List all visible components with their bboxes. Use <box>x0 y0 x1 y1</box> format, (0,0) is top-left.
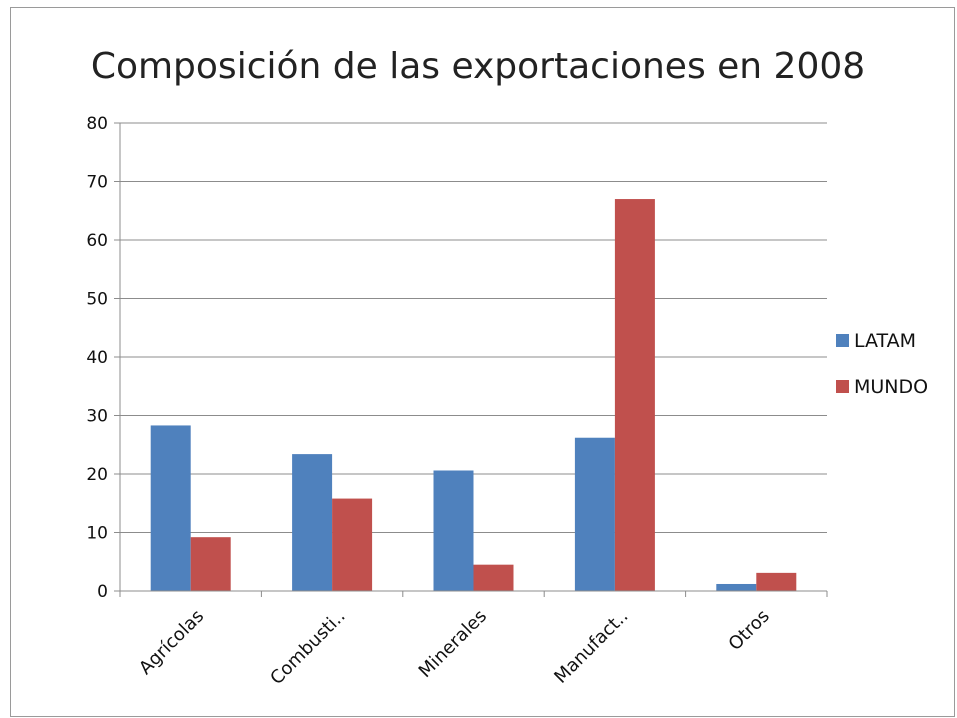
legend-swatch-mundo <box>836 380 849 393</box>
bar-latam <box>150 425 191 591</box>
x-category-label: Minerales <box>415 606 491 682</box>
x-category-label: Manufact.. <box>550 606 632 688</box>
y-tick-label: 0 <box>97 582 108 602</box>
bar-latam <box>292 454 333 591</box>
legend-swatch-latam <box>836 334 849 347</box>
y-tick-label: 50 <box>86 290 108 310</box>
x-category-label: Agrícolas <box>135 606 208 679</box>
bar-mundo <box>332 498 373 591</box>
y-tick-label: 60 <box>86 231 108 251</box>
gridlines <box>120 122 827 533</box>
bar-latam <box>433 470 474 591</box>
bar-mundo <box>756 572 797 591</box>
legend-label-latam: LATAM <box>854 330 916 352</box>
y-tick-label: 10 <box>86 524 108 544</box>
y-tick-label: 40 <box>86 348 108 368</box>
x-category-label: Combusti.. <box>266 606 349 689</box>
chart-frame <box>10 7 955 717</box>
legend: LATAM MUNDO <box>836 330 928 398</box>
chart-title: Composición de las exportaciones en 2008 <box>91 46 865 87</box>
x-category-label: Otros <box>725 606 774 655</box>
y-tick-label: 30 <box>86 407 108 427</box>
bar-mundo <box>614 199 655 592</box>
bar-mundo <box>190 537 231 591</box>
y-tick-label: 70 <box>86 173 108 193</box>
bar-latam <box>716 583 757 591</box>
legend-label-mundo: MUNDO <box>854 376 928 398</box>
axes: 0 10 20 30 40 50 60 70 80 Agrícolas Combusti.. Mine… <box>86 114 828 689</box>
bar-latam <box>574 437 615 591</box>
bars <box>150 199 797 592</box>
y-tick-label: 80 <box>86 114 108 134</box>
bar-mundo <box>473 564 514 591</box>
y-tick-label: 20 <box>86 465 108 485</box>
